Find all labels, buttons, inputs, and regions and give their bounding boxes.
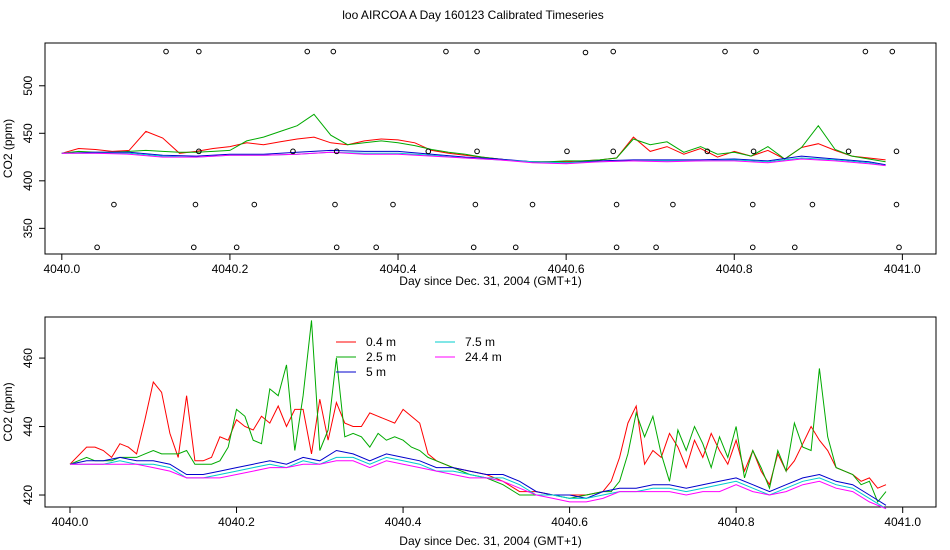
marker-point (474, 148, 480, 155)
marker-point (564, 148, 570, 155)
marker-point (809, 201, 816, 208)
x-tick-label: 4040.6 (548, 262, 585, 276)
marker-point (333, 244, 340, 251)
x-tick-label: 4040.8 (716, 262, 753, 276)
marker-point (893, 148, 900, 155)
marker-point (111, 201, 117, 208)
marker-point (192, 201, 199, 208)
marker-point (791, 244, 798, 251)
series-line (70, 456, 887, 510)
y-tick-label: 350 (21, 218, 35, 238)
marker-point (896, 244, 902, 251)
series-line (61, 149, 886, 166)
series-line (61, 113, 886, 163)
series-line (69, 449, 887, 506)
marker-point (512, 244, 519, 251)
x-tick-label: 4041.0 (884, 515, 921, 529)
legend-label: 7.5 m (465, 335, 495, 349)
series-line (70, 460, 887, 510)
marker-point (704, 148, 711, 155)
y-tick-label: 460 (21, 348, 35, 368)
marker-point (613, 244, 620, 251)
marker-point (610, 148, 617, 155)
marker-point (443, 48, 449, 55)
marker-point (722, 48, 728, 55)
marker-point (889, 48, 896, 55)
marker-point (251, 201, 258, 208)
legend-label: 24.4 m (465, 350, 502, 364)
marker-point (613, 201, 620, 208)
marker-point (196, 148, 202, 155)
series-line (61, 151, 886, 167)
marker-point (332, 201, 338, 208)
x-tick-label: 4040.2 (212, 262, 249, 276)
y-tick-label: 450 (21, 123, 35, 143)
marker-point (390, 201, 396, 208)
y-tick-label: 400 (21, 170, 35, 190)
x-tick-label: 4041.0 (884, 262, 921, 276)
x-axis-label: Day since Dec. 31, 2004 (GMT+1) (399, 534, 581, 548)
series-line (69, 320, 887, 503)
marker-point (196, 48, 202, 55)
legend-label: 2.5 m (366, 350, 396, 364)
plot-frame (44, 42, 937, 255)
legend-label: 0.4 m (366, 335, 396, 349)
y-tick-label: 420 (21, 485, 35, 505)
x-tick-label: 4040.8 (718, 515, 755, 529)
x-tick-label: 4040.4 (385, 515, 422, 529)
marker-point (582, 49, 589, 56)
x-axis-label: Day since Dec. 31, 2004 (GMT+1) (399, 274, 581, 288)
marker-point (610, 48, 617, 55)
marker-point (749, 244, 756, 251)
marker-point (845, 148, 852, 155)
marker-point (233, 244, 240, 251)
marker-point (670, 201, 676, 208)
x-tick-label: 4040.4 (380, 262, 417, 276)
x-tick-label: 4040.2 (218, 515, 255, 529)
chart-title: loo AIRCOA A Day 160123 Calibrated Times… (342, 8, 603, 22)
marker-point (470, 244, 477, 251)
marker-point (862, 48, 869, 55)
marker-point (474, 48, 480, 55)
marker-point (163, 48, 169, 55)
marker-point (893, 201, 900, 208)
y-tick-label: 440 (21, 416, 35, 436)
bottom-panel: 4040.0 4040.2 4040.4 4040.6 4040.8 4041.0 420 4… (1, 316, 937, 548)
marker-point (290, 148, 296, 155)
marker-point (330, 48, 337, 55)
marker-point (373, 244, 379, 251)
marker-point (304, 48, 311, 55)
marker-point (190, 244, 197, 251)
legend-label: 5 m (366, 365, 386, 379)
marker-point (653, 244, 659, 251)
x-tick-label: 4040.0 (43, 262, 80, 276)
y-tick-label: 500 (21, 75, 35, 95)
marker-point (749, 201, 756, 208)
marker-point (425, 148, 432, 155)
marker-point (753, 48, 759, 55)
x-tick-label: 4040.0 (52, 515, 89, 529)
marker-point (472, 201, 479, 208)
marker-point (333, 148, 340, 155)
x-tick-label: 4040.6 (551, 515, 588, 529)
y-axis-label: CO2 (ppm) (1, 382, 15, 441)
top-panel: 4040.0 4040.2 4040.4 4040.6 4040.8 4041.0 350 4… (1, 42, 937, 288)
y-axis-label: CO2 (ppm) (1, 119, 15, 178)
plot-frame (44, 316, 937, 508)
marker-point (94, 244, 100, 251)
marker-point (750, 148, 757, 155)
marker-point (529, 201, 536, 208)
